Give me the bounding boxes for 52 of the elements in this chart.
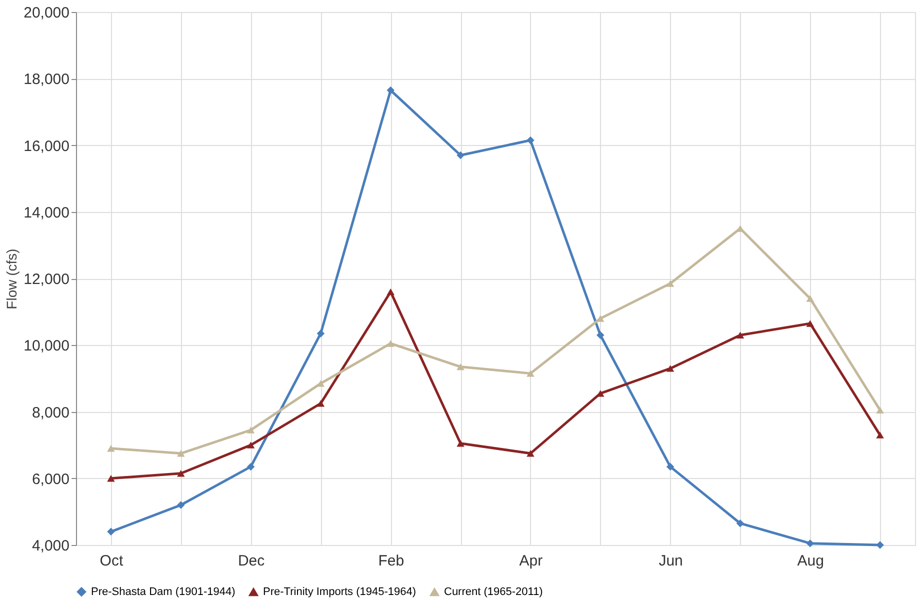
point bbox=[876, 432, 884, 438]
point bbox=[736, 332, 744, 338]
point bbox=[666, 365, 674, 372]
x-tick-label: Apr bbox=[519, 552, 543, 570]
point bbox=[107, 445, 115, 452]
point bbox=[876, 406, 884, 414]
y-tick-label: 10,000 bbox=[24, 338, 70, 355]
point bbox=[456, 151, 464, 160]
y-tick-label: 18,000 bbox=[24, 71, 70, 88]
y-tick-label: 20,000 bbox=[24, 4, 70, 22]
point bbox=[107, 475, 115, 482]
y-tick-label: 14,000 bbox=[24, 204, 70, 222]
y-tick-label: 6,000 bbox=[32, 470, 70, 488]
point bbox=[456, 440, 464, 447]
legend-label: Pre-Shasta Dam (1901-1944) bbox=[91, 586, 236, 598]
point bbox=[246, 426, 255, 434]
point bbox=[876, 541, 884, 549]
point bbox=[666, 280, 674, 287]
legend-label: Current (1965-2011) bbox=[444, 586, 543, 598]
x-tick-label: Aug bbox=[797, 552, 824, 570]
point bbox=[316, 400, 325, 407]
point bbox=[526, 450, 534, 457]
x-tick-label: Oct bbox=[100, 552, 124, 570]
point bbox=[177, 470, 185, 477]
x-tick-label: Jun bbox=[658, 552, 683, 570]
point bbox=[177, 501, 185, 509]
x-tick-label: Dec bbox=[238, 552, 266, 570]
legend-label: Pre-Trinity Imports (1945-1964) bbox=[263, 586, 416, 598]
point bbox=[806, 320, 814, 327]
point bbox=[806, 539, 814, 548]
y-tick-label: 12,000 bbox=[24, 271, 70, 288]
point bbox=[107, 528, 115, 536]
point bbox=[386, 288, 394, 296]
y-tick-label: 8,000 bbox=[32, 404, 70, 422]
point bbox=[386, 340, 394, 347]
point bbox=[316, 380, 325, 387]
point bbox=[246, 462, 255, 471]
point bbox=[386, 86, 394, 94]
point bbox=[316, 330, 325, 338]
point bbox=[526, 136, 534, 144]
point bbox=[736, 519, 744, 528]
point bbox=[246, 442, 255, 448]
point bbox=[177, 450, 185, 457]
y-tick-label: 16,000 bbox=[24, 138, 70, 155]
point bbox=[806, 295, 814, 302]
x-tick-label: Feb bbox=[378, 552, 404, 570]
point bbox=[456, 363, 464, 370]
point bbox=[596, 331, 604, 340]
y-axis-title: Flow (cfs) bbox=[4, 248, 20, 310]
y-tick-label: 4,000 bbox=[32, 538, 70, 554]
point bbox=[666, 462, 674, 471]
point bbox=[526, 370, 534, 377]
